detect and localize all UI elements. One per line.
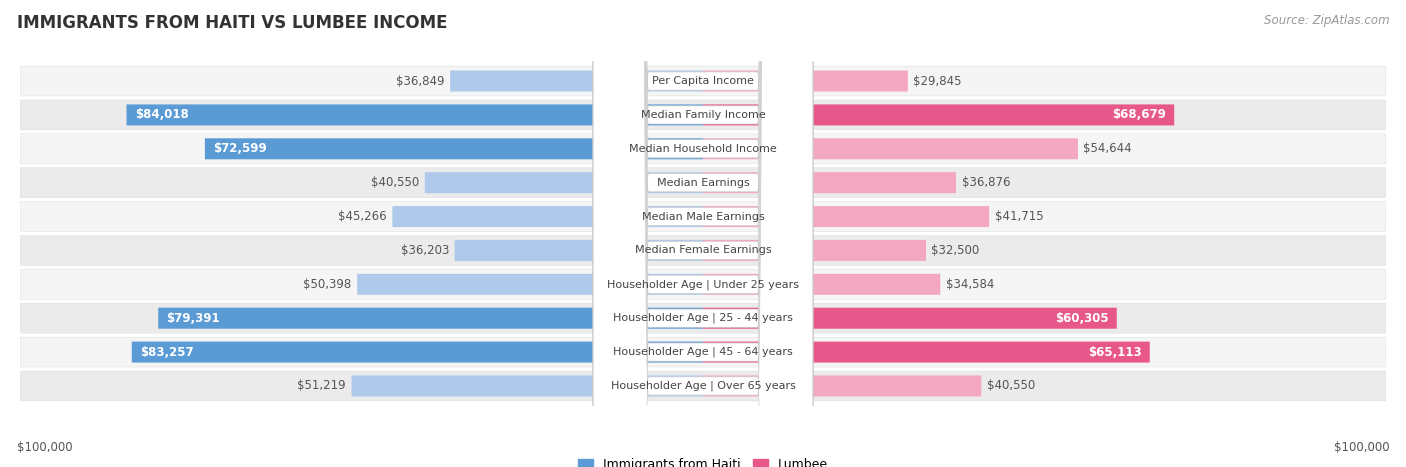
- FancyBboxPatch shape: [703, 375, 981, 396]
- Text: $60,305: $60,305: [1054, 311, 1108, 325]
- FancyBboxPatch shape: [703, 240, 927, 261]
- Text: $51,219: $51,219: [298, 380, 346, 392]
- FancyBboxPatch shape: [132, 341, 703, 362]
- FancyBboxPatch shape: [703, 105, 1174, 126]
- Text: $72,599: $72,599: [214, 142, 267, 156]
- FancyBboxPatch shape: [703, 308, 1116, 329]
- FancyBboxPatch shape: [703, 172, 956, 193]
- FancyBboxPatch shape: [593, 0, 813, 467]
- FancyBboxPatch shape: [703, 71, 908, 92]
- FancyBboxPatch shape: [20, 371, 1386, 401]
- Text: Median Male Earnings: Median Male Earnings: [641, 212, 765, 221]
- FancyBboxPatch shape: [159, 308, 703, 329]
- Text: $40,550: $40,550: [371, 176, 419, 189]
- Text: $34,584: $34,584: [946, 278, 994, 291]
- Text: IMMIGRANTS FROM HAITI VS LUMBEE INCOME: IMMIGRANTS FROM HAITI VS LUMBEE INCOME: [17, 14, 447, 32]
- Legend: Immigrants from Haiti, Lumbee: Immigrants from Haiti, Lumbee: [572, 453, 834, 467]
- Text: $100,000: $100,000: [1333, 441, 1389, 454]
- Text: Median Earnings: Median Earnings: [657, 177, 749, 188]
- FancyBboxPatch shape: [593, 0, 813, 467]
- FancyBboxPatch shape: [593, 0, 813, 467]
- FancyBboxPatch shape: [593, 0, 813, 467]
- FancyBboxPatch shape: [352, 375, 703, 396]
- FancyBboxPatch shape: [593, 0, 813, 467]
- FancyBboxPatch shape: [703, 138, 1078, 159]
- Text: $36,849: $36,849: [396, 75, 444, 87]
- Text: Median Family Income: Median Family Income: [641, 110, 765, 120]
- FancyBboxPatch shape: [593, 0, 813, 467]
- Text: $65,113: $65,113: [1088, 346, 1142, 359]
- Text: $84,018: $84,018: [135, 108, 188, 121]
- FancyBboxPatch shape: [20, 66, 1386, 96]
- FancyBboxPatch shape: [392, 206, 703, 227]
- FancyBboxPatch shape: [357, 274, 703, 295]
- Text: $68,679: $68,679: [1112, 108, 1166, 121]
- Text: $32,500: $32,500: [932, 244, 980, 257]
- Text: Householder Age | Under 25 years: Householder Age | Under 25 years: [607, 279, 799, 290]
- Text: Per Capita Income: Per Capita Income: [652, 76, 754, 86]
- Text: Householder Age | 25 - 44 years: Householder Age | 25 - 44 years: [613, 313, 793, 324]
- FancyBboxPatch shape: [20, 168, 1386, 198]
- Text: $36,203: $36,203: [401, 244, 449, 257]
- Text: $36,876: $36,876: [962, 176, 1010, 189]
- FancyBboxPatch shape: [593, 0, 813, 467]
- FancyBboxPatch shape: [20, 134, 1386, 164]
- FancyBboxPatch shape: [593, 0, 813, 467]
- FancyBboxPatch shape: [20, 202, 1386, 232]
- FancyBboxPatch shape: [593, 0, 813, 467]
- Text: $50,398: $50,398: [304, 278, 352, 291]
- Text: $83,257: $83,257: [141, 346, 194, 359]
- FancyBboxPatch shape: [20, 303, 1386, 333]
- Text: $29,845: $29,845: [914, 75, 962, 87]
- Text: $54,644: $54,644: [1084, 142, 1132, 156]
- FancyBboxPatch shape: [450, 71, 703, 92]
- Text: $45,266: $45,266: [339, 210, 387, 223]
- Text: Source: ZipAtlas.com: Source: ZipAtlas.com: [1264, 14, 1389, 27]
- Text: $41,715: $41,715: [994, 210, 1043, 223]
- Text: Median Female Earnings: Median Female Earnings: [634, 246, 772, 255]
- FancyBboxPatch shape: [20, 100, 1386, 130]
- FancyBboxPatch shape: [127, 105, 703, 126]
- Text: Householder Age | 45 - 64 years: Householder Age | 45 - 64 years: [613, 347, 793, 357]
- Text: Householder Age | Over 65 years: Householder Age | Over 65 years: [610, 381, 796, 391]
- FancyBboxPatch shape: [703, 206, 990, 227]
- FancyBboxPatch shape: [20, 235, 1386, 265]
- Text: $40,550: $40,550: [987, 380, 1035, 392]
- FancyBboxPatch shape: [20, 337, 1386, 367]
- FancyBboxPatch shape: [425, 172, 703, 193]
- FancyBboxPatch shape: [703, 274, 941, 295]
- Text: $100,000: $100,000: [17, 441, 73, 454]
- Text: $79,391: $79,391: [166, 311, 221, 325]
- FancyBboxPatch shape: [593, 0, 813, 467]
- FancyBboxPatch shape: [703, 341, 1150, 362]
- FancyBboxPatch shape: [205, 138, 703, 159]
- FancyBboxPatch shape: [454, 240, 703, 261]
- FancyBboxPatch shape: [20, 269, 1386, 299]
- Text: Median Household Income: Median Household Income: [628, 144, 778, 154]
